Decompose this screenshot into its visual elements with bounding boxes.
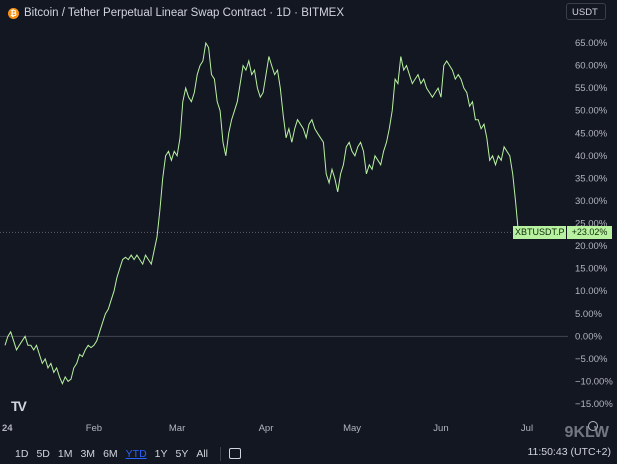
- symbol-title[interactable]: Bitcoin / Tether Perpetual Linear Swap C…: [24, 7, 345, 19]
- y-tick-label: 65.00%: [575, 38, 608, 49]
- y-tick-label: 35.00%: [575, 173, 608, 184]
- x-tick-label: Jul: [521, 423, 533, 434]
- y-tick-label: 45.00%: [575, 128, 608, 139]
- y-tick-label: 5.00%: [575, 309, 602, 320]
- timeframe-toolbar: 1D 5D 1M 3M 6M YTD 1Y 5Y All: [0, 443, 617, 464]
- x-tick-label: Apr: [259, 423, 274, 434]
- clock-readout[interactable]: 11:50:43 (UTC+2): [527, 446, 611, 458]
- y-tick-label: 10.00%: [575, 286, 608, 297]
- bitcoin-logo-icon: ₿: [8, 7, 19, 19]
- performance-series-line[interactable]: [4, 41, 519, 385]
- y-tick-label: −10.00%: [575, 376, 613, 387]
- y-tick-label: 20.00%: [575, 241, 608, 252]
- toolbar-divider: [220, 446, 222, 461]
- watermark-logo: 9KLW: [564, 424, 609, 441]
- last-price-value-tag: +23.02%: [567, 226, 612, 239]
- x-tick-label: Feb: [86, 423, 102, 434]
- y-tick-label: −15.00%: [575, 399, 613, 410]
- x-tick-label: 24: [2, 423, 13, 434]
- x-tick-label: May: [343, 423, 361, 434]
- last-price-symbol-tag: XBTUSDT.P: [513, 226, 566, 239]
- price-chart[interactable]: 65.00% 60.00% 55.00% 50.00% 45.00% 40.00% 35.0…: [0, 0, 617, 440]
- y-tick-label: 15.00%: [575, 264, 608, 275]
- y-tick-label: 40.00%: [575, 151, 608, 162]
- y-tick-label: −5.00%: [575, 354, 608, 365]
- timeframe-ytd[interactable]: YTD: [125, 447, 147, 460]
- tradingview-logo-icon[interactable]: TV: [11, 398, 27, 414]
- y-tick-label: 0.00%: [575, 331, 602, 342]
- y-tick-label: 50.00%: [575, 106, 608, 117]
- timeframe-3m[interactable]: 3M: [80, 447, 96, 460]
- auto-scale-icon[interactable]: [588, 421, 598, 431]
- calendar-icon[interactable]: [229, 448, 242, 459]
- timeframe-5d[interactable]: 5D: [36, 447, 50, 460]
- y-tick-label: 25.00%: [575, 219, 608, 230]
- timeframe-1m[interactable]: 1M: [57, 447, 73, 460]
- chart-header: ₿ Bitcoin / Tether Perpetual Linear Swap…: [8, 5, 344, 21]
- timeframe-6m[interactable]: 6M: [103, 447, 118, 460]
- x-tick-label: Mar: [169, 423, 185, 434]
- y-tick-label: 30.00%: [575, 196, 608, 207]
- timeframe-1d[interactable]: 1D: [15, 447, 29, 460]
- timeframe-5y[interactable]: 5Y: [175, 447, 189, 460]
- timeframe-all[interactable]: All: [196, 447, 209, 460]
- y-tick-label: 55.00%: [575, 83, 608, 94]
- currency-selector[interactable]: USDT: [566, 3, 606, 20]
- y-tick-label: 60.00%: [575, 61, 608, 72]
- x-tick-label: Jun: [433, 423, 448, 434]
- timeframe-1y[interactable]: 1Y: [154, 447, 168, 460]
